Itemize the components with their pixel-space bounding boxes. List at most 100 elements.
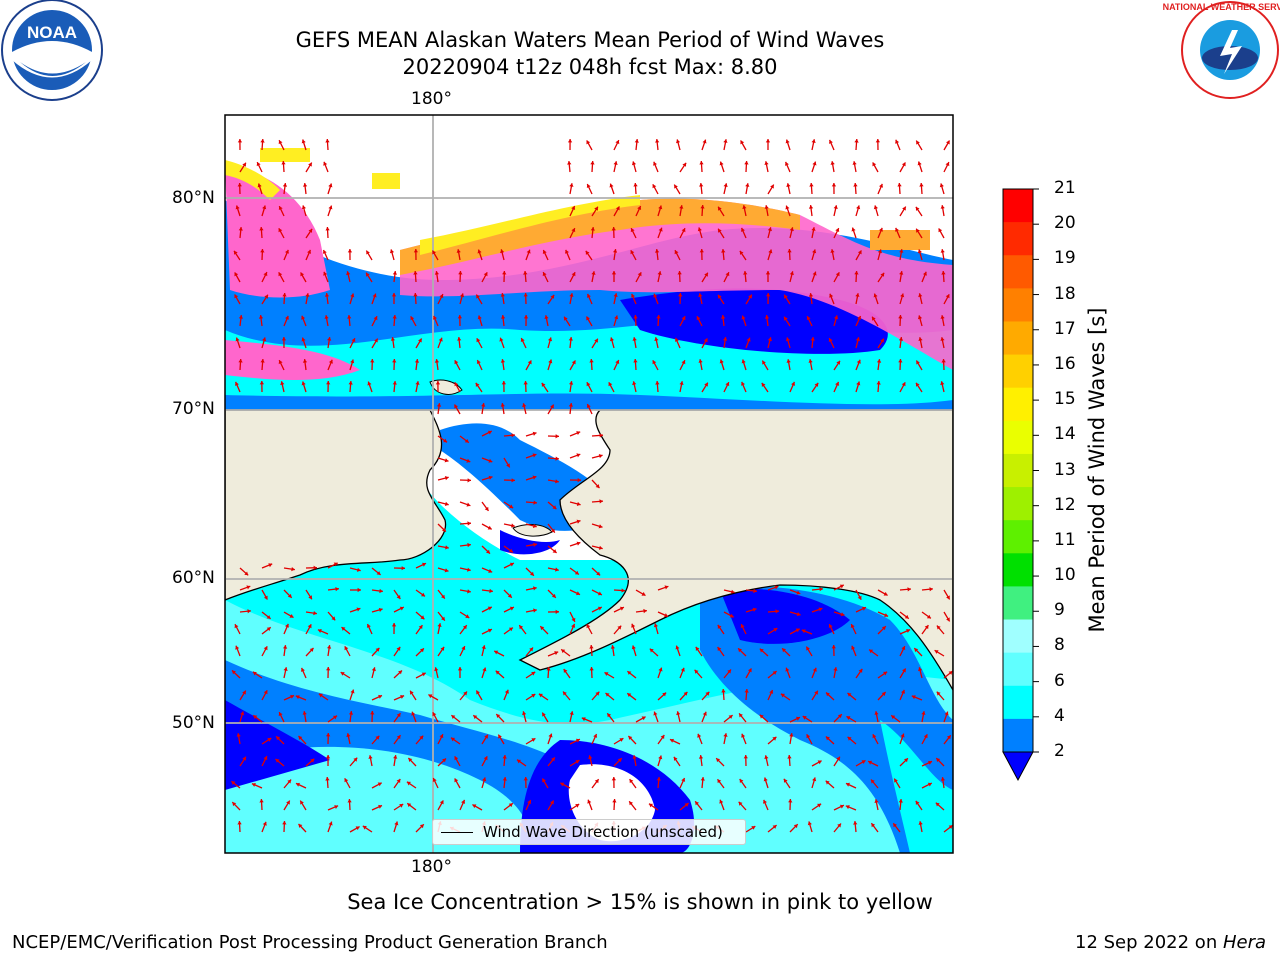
wave-arrow-head	[538, 693, 543, 698]
wave-arrow-head	[946, 140, 950, 145]
wave-arrow-head	[619, 606, 624, 611]
wave-arrow-head	[577, 478, 581, 483]
wave-arrow-head	[940, 337, 945, 341]
wave-arrow-head	[366, 624, 371, 628]
wave-arrow-head	[477, 315, 482, 320]
wave-arrow-head	[938, 228, 943, 233]
wave-arrow-head	[654, 337, 659, 341]
wave-arrow-head	[350, 293, 355, 298]
wave-arrow-head	[676, 139, 681, 144]
caption: Sea Ice Concentration > 15% is shown in …	[347, 890, 933, 914]
wave-arrow-head	[826, 692, 830, 697]
wave-arrow-head	[576, 431, 581, 435]
wave-arrow-head	[488, 568, 493, 573]
wave-arrow-head	[281, 337, 287, 341]
wave-arrow-head	[507, 593, 512, 598]
wave-arrow-head	[594, 206, 598, 211]
wave-arrow-head	[286, 800, 290, 805]
wave-arrow-head	[609, 337, 614, 342]
wave-arrow-head	[637, 206, 642, 210]
wave-arrow-head	[457, 337, 462, 341]
wave-arrow-head	[408, 758, 413, 762]
wave-arrow-head	[900, 733, 905, 738]
wave-arrow-head	[761, 382, 766, 387]
wave-arrow-head	[898, 359, 903, 363]
wave-arrow-head	[326, 381, 331, 385]
wave-arrow-head	[586, 316, 590, 321]
wave-arrow-head	[898, 337, 904, 341]
wave-arrow-head	[595, 484, 600, 489]
wave-arrow-head	[587, 293, 591, 298]
wave-arrow-head	[392, 381, 397, 385]
wave-arrow-head	[323, 271, 328, 276]
wave-arrow-head	[831, 183, 837, 187]
wave-arrow-head	[263, 690, 268, 695]
wave-arrow-head	[439, 800, 444, 805]
wave-arrow-head	[420, 615, 425, 620]
lat-label-70: 70°N	[172, 399, 215, 419]
wave-arrow-head	[389, 249, 395, 254]
wave-arrow-head	[589, 359, 594, 363]
wave-arrow-head	[467, 478, 471, 483]
wave-arrow-head	[850, 624, 855, 628]
wave-arrow-head	[904, 758, 908, 763]
wave-arrow-head	[483, 756, 488, 761]
wave-arrow-head	[787, 249, 792, 253]
wave-arrow-head	[653, 293, 658, 298]
wave-arrow-head	[298, 824, 303, 828]
wave-arrow-head	[699, 161, 704, 165]
colorbar-tick-label: 19	[1054, 248, 1076, 269]
wave-arrow-head	[569, 293, 574, 297]
wave-arrow-head	[440, 646, 445, 651]
wave-arrow-head	[807, 821, 812, 826]
wave-arrow-head	[434, 271, 439, 275]
wave-arrow-head	[836, 756, 840, 761]
chart-subtitle: 20220904 t12z 048h fcst Max: 8.80	[402, 55, 778, 79]
wave-arrow-head	[836, 360, 840, 365]
wave-arrow-head	[415, 381, 420, 385]
wave-arrow-head	[257, 183, 262, 188]
wave-arrow-head	[328, 821, 333, 826]
wave-arrow-head	[833, 205, 838, 209]
wave-arrow-head	[357, 587, 361, 593]
wave-arrow-head	[846, 782, 850, 787]
wave-arrow-head	[494, 650, 499, 655]
wave-arrow-head	[540, 626, 545, 631]
wave-arrow-head	[466, 458, 471, 463]
wave-arrow-head	[862, 606, 866, 611]
wave-arrow-head	[783, 778, 788, 783]
wave-arrow-head	[498, 734, 502, 739]
wave-arrow-head	[432, 250, 436, 255]
wave-arrow-head	[770, 184, 774, 189]
wave-arrow-head	[936, 691, 941, 696]
wave-arrow-head	[235, 645, 240, 650]
wave-arrow-head	[428, 694, 433, 699]
wave-arrow-head	[809, 183, 814, 187]
wave-arrow-head	[607, 713, 612, 718]
wave-arrow-head	[531, 738, 536, 742]
wave-arrow-head	[511, 433, 515, 438]
wave-arrow-head	[785, 205, 790, 210]
wave-arrow-head	[251, 783, 256, 787]
wave-arrow-head	[655, 249, 660, 253]
wave-arrow-head	[753, 588, 757, 594]
wave-arrow-head	[563, 691, 567, 696]
wave-arrow-head	[347, 315, 352, 319]
wave-arrow-head	[522, 711, 527, 716]
wave-arrow-head	[396, 735, 401, 740]
wave-arrow-head	[747, 668, 752, 673]
wave-arrow-head	[828, 624, 833, 628]
wave-arrow-head	[454, 756, 459, 761]
wave-arrow-head	[396, 779, 401, 783]
wave-arrow-head	[718, 294, 722, 299]
wave-arrow-head	[548, 337, 553, 342]
wave-arrow-head	[598, 524, 603, 529]
wave-arrow-head	[571, 272, 576, 277]
wave-arrow-head	[752, 607, 757, 612]
wave-arrow-head	[872, 162, 877, 167]
wave-arrow-head	[267, 738, 272, 742]
wave-arrow-head	[743, 755, 748, 759]
wave-arrow-head	[413, 293, 418, 297]
wave-arrow-head	[586, 404, 591, 408]
wave-arrow-head	[347, 799, 352, 803]
